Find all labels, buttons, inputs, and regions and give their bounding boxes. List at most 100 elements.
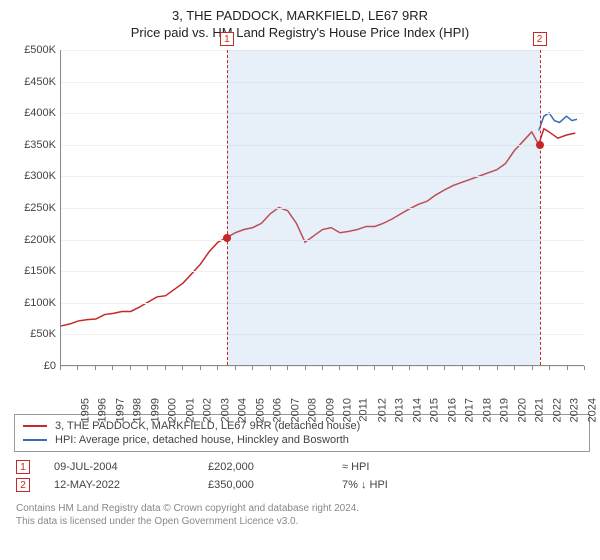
x-axis-tick-mark [374, 366, 375, 370]
x-axis-tick-mark [60, 366, 61, 370]
x-axis-tick-mark [497, 366, 498, 370]
series-hpi [539, 113, 577, 131]
x-axis-tick-label: 2016 [446, 398, 458, 422]
x-axis-tick-mark [305, 366, 306, 370]
x-axis-tick-label: 2003 [219, 398, 231, 422]
transaction-index: 2 [16, 478, 30, 492]
x-axis-tick-label: 1999 [149, 398, 161, 422]
x-axis-tick-mark [392, 366, 393, 370]
x-axis-tick-label: 2024 [586, 398, 598, 422]
marker-line [227, 50, 228, 365]
x-axis-tick-label: 2006 [272, 398, 284, 422]
x-axis-tick-mark [549, 366, 550, 370]
shaded-range [227, 50, 540, 365]
x-axis-tick-label: 2013 [394, 398, 406, 422]
transaction-relative: ≈ HPI [342, 461, 442, 473]
marker-dot [536, 141, 544, 149]
y-axis-tick-label: £400K [12, 107, 56, 119]
marker-line [540, 50, 541, 365]
y-axis-tick-label: £250K [12, 202, 56, 214]
transaction-price: £350,000 [208, 479, 318, 491]
x-axis-tick-mark [322, 366, 323, 370]
x-axis-tick-mark [409, 366, 410, 370]
legend-label: HPI: Average price, detached house, Hinc… [55, 434, 349, 446]
x-axis-tick-mark [357, 366, 358, 370]
y-axis-tick-label: £300K [12, 170, 56, 182]
marker-dot [223, 234, 231, 242]
x-axis-tick-label: 2019 [499, 398, 511, 422]
legend-row: HPI: Average price, detached house, Hinc… [23, 433, 581, 447]
x-axis-tick-label: 2017 [464, 398, 476, 422]
x-axis-tick-label: 2008 [307, 398, 319, 422]
y-axis-tick-label: £500K [12, 44, 56, 56]
marker-label: 2 [533, 32, 547, 46]
x-axis-tick-label: 2022 [551, 398, 563, 422]
x-axis-tick-label: 2023 [569, 398, 581, 422]
x-axis-tick-label: 2020 [516, 398, 528, 422]
x-axis-tick-mark [182, 366, 183, 370]
x-axis-tick-label: 2010 [341, 398, 353, 422]
x-axis-tick-mark [200, 366, 201, 370]
x-axis-tick-mark [235, 366, 236, 370]
x-axis-tick-label: 2000 [167, 398, 179, 422]
y-axis-tick-label: £50K [12, 328, 56, 340]
transaction-relative: 7% ↓ HPI [342, 479, 442, 491]
transaction-date: 12-MAY-2022 [54, 479, 184, 491]
legend-swatch [23, 439, 47, 441]
y-axis-tick-label: £100K [12, 297, 56, 309]
x-axis-tick-label: 2002 [202, 398, 214, 422]
x-axis-tick-mark [252, 366, 253, 370]
y-axis-tick-label: £0 [12, 360, 56, 372]
footnote: Contains HM Land Registry data © Crown c… [12, 502, 588, 528]
x-axis-tick-mark [130, 366, 131, 370]
x-axis-tick-mark [147, 366, 148, 370]
x-axis-tick-label: 2009 [324, 398, 336, 422]
x-axis-tick-label: 2001 [184, 398, 196, 422]
x-axis-tick-mark [532, 366, 533, 370]
x-axis-tick-label: 2005 [254, 398, 266, 422]
footnote-line-2: This data is licensed under the Open Gov… [16, 515, 584, 528]
transaction-date: 09-JUL-2004 [54, 461, 184, 473]
y-axis-tick-label: £200K [12, 234, 56, 246]
x-axis-tick-mark [339, 366, 340, 370]
x-axis-tick-mark [270, 366, 271, 370]
x-axis-tick-label: 2021 [534, 398, 546, 422]
legend-swatch [23, 425, 47, 427]
x-axis-tick-mark [567, 366, 568, 370]
x-axis-tick-mark [462, 366, 463, 370]
line-chart: £0£50K£100K£150K£200K£250K£300K£350K£400… [12, 46, 588, 406]
transaction-price: £202,000 [208, 461, 318, 473]
x-axis-tick-label: 2007 [289, 398, 301, 422]
x-axis-tick-label: 2004 [237, 398, 249, 422]
x-axis-tick-mark [479, 366, 480, 370]
x-axis-tick-label: 1997 [114, 398, 126, 422]
transaction-row: 2 12-MAY-2022 £350,000 7% ↓ HPI [12, 476, 588, 494]
x-axis-tick-mark [217, 366, 218, 370]
transaction-index: 1 [16, 460, 30, 474]
x-axis-tick-label: 1995 [79, 398, 91, 422]
marker-label: 1 [220, 32, 234, 46]
x-axis-tick-label: 2011 [358, 398, 370, 422]
x-axis-tick-mark [287, 366, 288, 370]
x-axis-tick-label: 1998 [132, 398, 144, 422]
x-axis-tick-mark [95, 366, 96, 370]
footnote-line-1: Contains HM Land Registry data © Crown c… [16, 502, 584, 515]
title-line-1: 3, THE PADDOCK, MARKFIELD, LE67 9RR [12, 8, 588, 23]
y-axis-tick-label: £450K [12, 76, 56, 88]
x-axis-tick-mark [112, 366, 113, 370]
x-axis-tick-label: 1996 [97, 398, 109, 422]
y-axis-tick-label: £350K [12, 139, 56, 151]
x-axis-tick-mark [584, 366, 585, 370]
x-axis-tick-label: 2014 [411, 398, 423, 422]
title-line-2: Price paid vs. HM Land Registry's House … [12, 25, 588, 40]
x-axis-tick-label: 2018 [481, 398, 493, 422]
plot-area: 12 [60, 50, 584, 366]
chart-header: 3, THE PADDOCK, MARKFIELD, LE67 9RR Pric… [12, 8, 588, 40]
x-axis-tick-label: 2012 [376, 398, 388, 422]
x-axis-tick-label: 2015 [429, 398, 441, 422]
x-axis-tick-mark [514, 366, 515, 370]
x-axis-tick-mark [165, 366, 166, 370]
transaction-row: 1 09-JUL-2004 £202,000 ≈ HPI [12, 458, 588, 476]
x-axis-tick-mark [77, 366, 78, 370]
x-axis-tick-mark [427, 366, 428, 370]
